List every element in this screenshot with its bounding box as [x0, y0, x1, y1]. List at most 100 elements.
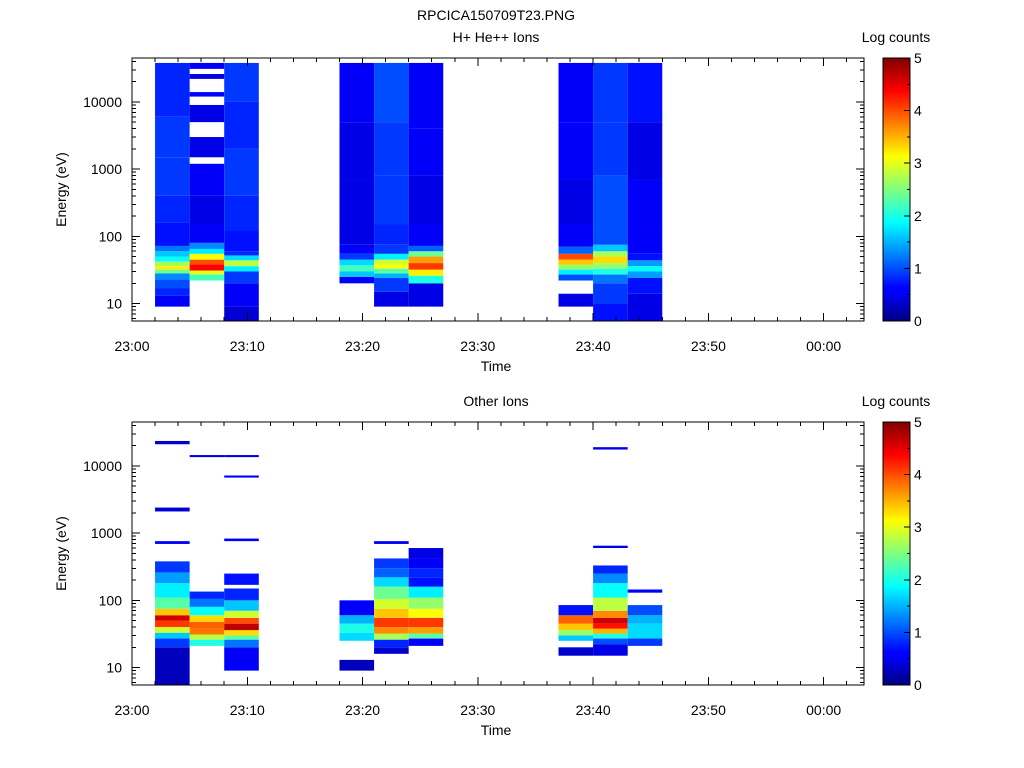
heatmap-cell	[189, 455, 225, 458]
y-tick-label: 100	[99, 228, 123, 244]
heatmap-cell	[627, 589, 663, 593]
x-tick-label: 23:30	[460, 338, 495, 354]
heatmap-cell	[224, 635, 259, 640]
heatmap-cell	[224, 306, 259, 321]
heatmap-cell	[593, 447, 628, 450]
heatmap-cell	[339, 253, 375, 260]
heatmap-cell	[408, 269, 444, 276]
heatmap-cell	[408, 62, 444, 129]
x-tick-label: 23:50	[691, 702, 726, 718]
heatmap-cell	[224, 455, 259, 458]
heatmap-cell	[224, 639, 259, 648]
heatmap-cell	[593, 573, 628, 584]
heatmap-cell	[224, 148, 259, 196]
heatmap-cell	[189, 242, 225, 249]
heatmap-cell	[374, 273, 409, 278]
y-tick-label: 10	[106, 660, 122, 676]
heatmap-cell	[374, 558, 409, 569]
heatmap-cell	[593, 644, 628, 656]
time-column	[627, 589, 663, 646]
heatmap-cell	[627, 293, 663, 321]
heatmap-cell	[155, 561, 190, 573]
heatmap-cell	[558, 605, 594, 616]
heatmap-cell	[408, 245, 444, 252]
heatmap-cell	[374, 633, 409, 640]
heatmap-cell	[339, 615, 375, 624]
x-tick-label: 23:40	[576, 338, 611, 354]
heatmap-cell	[155, 632, 190, 639]
heatmap-cell	[627, 266, 663, 272]
heatmap-cell	[374, 627, 409, 634]
heatmap-cell	[558, 274, 594, 281]
colorbar-tick-label: 0	[914, 313, 922, 329]
heatmap-cell	[155, 222, 190, 246]
heatmap-cell	[155, 279, 190, 289]
heatmap-cell	[189, 264, 225, 271]
heatmap-cell	[374, 62, 409, 123]
heatmap-cell	[339, 224, 375, 245]
heatmap-cell	[339, 276, 375, 284]
heatmap-cell	[224, 610, 259, 618]
heatmap-cell	[627, 638, 663, 646]
colorbar-tick-label: 4	[914, 103, 922, 119]
heatmap-cell	[558, 179, 594, 225]
heatmap-cell	[224, 255, 259, 261]
heatmap-cell	[155, 269, 190, 274]
time-column	[558, 605, 594, 656]
x-tick-label: 23:10	[230, 338, 265, 354]
heatmap-cell	[155, 647, 190, 685]
heatmap-cell	[189, 248, 225, 254]
time-column	[374, 541, 409, 654]
heatmap-cell	[374, 244, 409, 254]
heatmap-cell	[155, 440, 190, 445]
heatmap-cell	[189, 634, 225, 640]
heatmap-cell	[155, 251, 190, 257]
heatmap-cell	[189, 104, 225, 123]
heatmap-cell	[374, 647, 409, 654]
heatmap-cell	[189, 195, 225, 225]
heatmap-cell	[374, 253, 409, 260]
heatmap-cell	[558, 615, 594, 624]
heatmap-cell	[558, 259, 594, 265]
heatmap-cell	[593, 274, 628, 284]
heatmap-cell	[593, 244, 628, 252]
heatmap-cell	[408, 597, 444, 609]
colorbar-scale	[882, 421, 911, 686]
heatmap-cell	[408, 608, 444, 618]
heatmap-cell	[155, 638, 190, 648]
heatmap-cell	[408, 256, 444, 264]
time-column	[627, 62, 663, 321]
heatmap-cell	[224, 623, 259, 631]
heatmap-cell	[408, 275, 444, 284]
heatmap-cell	[189, 137, 225, 158]
heatmap-cell	[339, 244, 375, 254]
heatmap-cell	[558, 269, 594, 275]
heatmap-cell	[189, 639, 225, 646]
x-tick-label: 00:00	[806, 338, 841, 354]
colorbar-tick-label: 5	[914, 414, 922, 430]
heatmap-cell	[408, 558, 444, 569]
heatmap-cell	[339, 62, 375, 123]
heatmap-cell	[189, 92, 225, 97]
x-axis-label: Time	[481, 358, 512, 374]
heatmap-cell	[224, 101, 259, 149]
heatmap-cell	[408, 128, 444, 176]
heatmap-cell	[189, 628, 225, 635]
colorbar-label: Log counts	[862, 393, 931, 409]
heatmap-cell	[189, 598, 225, 607]
heatmap-cell	[558, 623, 594, 631]
plot-frame	[131, 57, 865, 322]
heatmap-cell	[374, 568, 409, 578]
heatmap-cell	[374, 586, 409, 599]
heatmap-cell	[593, 565, 628, 574]
heatmap-cell	[627, 122, 663, 180]
heatmap-cell	[593, 628, 628, 634]
heatmap-cell	[558, 647, 594, 656]
heatmap-cell	[224, 475, 259, 478]
heatmap-cell	[224, 62, 259, 102]
heatmap-cell	[224, 251, 259, 256]
heatmap-cell	[189, 259, 225, 265]
colorbar: Log counts 0 1 2 3 4 5	[862, 29, 931, 329]
heatmap-cell	[224, 195, 259, 232]
